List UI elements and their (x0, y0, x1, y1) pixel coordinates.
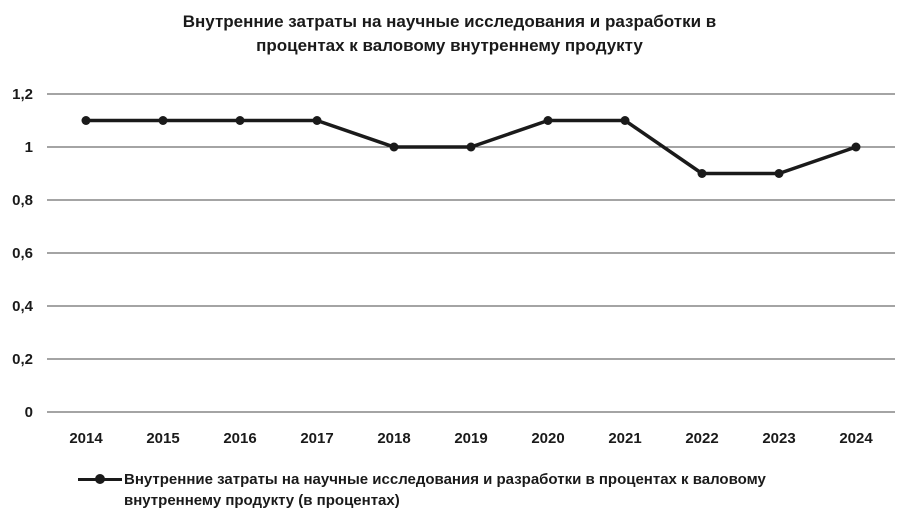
x-tick-label: 2022 (685, 430, 718, 447)
x-tick-label: 2017 (300, 430, 333, 447)
y-tick-label: 0 (25, 404, 33, 421)
data-point (697, 169, 707, 178)
data-point (543, 116, 553, 125)
data-point (158, 116, 168, 125)
data-point (774, 169, 784, 178)
x-tick-label: 2014 (69, 430, 103, 447)
data-point (851, 142, 861, 152)
y-tick-label: 0,8 (12, 192, 33, 209)
data-point (466, 142, 476, 152)
x-tick-label: 2021 (608, 430, 641, 447)
data-point (620, 116, 630, 125)
x-tick-label: 2019 (454, 430, 487, 447)
legend-label: Внутренние затраты на научные исследован… (124, 471, 766, 509)
chart-title: Внутренние затраты на научные исследован… (0, 10, 899, 58)
data-point (235, 116, 245, 125)
y-tick-label: 0,4 (12, 298, 34, 315)
chart-title-line-1: Внутренние затраты на научные исследован… (182, 12, 717, 31)
data-point (312, 116, 322, 125)
y-tick-label: 0,6 (12, 245, 33, 262)
x-tick-label: 2020 (531, 430, 564, 447)
x-tick-label: 2016 (223, 430, 256, 447)
x-tick-label: 2018 (377, 430, 410, 447)
data-point (81, 116, 91, 125)
legend-dot-marker (95, 474, 105, 484)
data-point (389, 142, 399, 152)
x-tick-label: 2024 (839, 430, 873, 447)
x-tick-label: 2015 (146, 430, 179, 447)
y-tick-label: 1,2 (12, 86, 33, 103)
y-tick-label: 1 (25, 139, 33, 156)
chart-title-line-2: процентах к валовому внутреннему продукт… (256, 36, 643, 55)
y-tick-label: 0,2 (12, 351, 33, 368)
x-tick-label: 2023 (762, 430, 795, 447)
